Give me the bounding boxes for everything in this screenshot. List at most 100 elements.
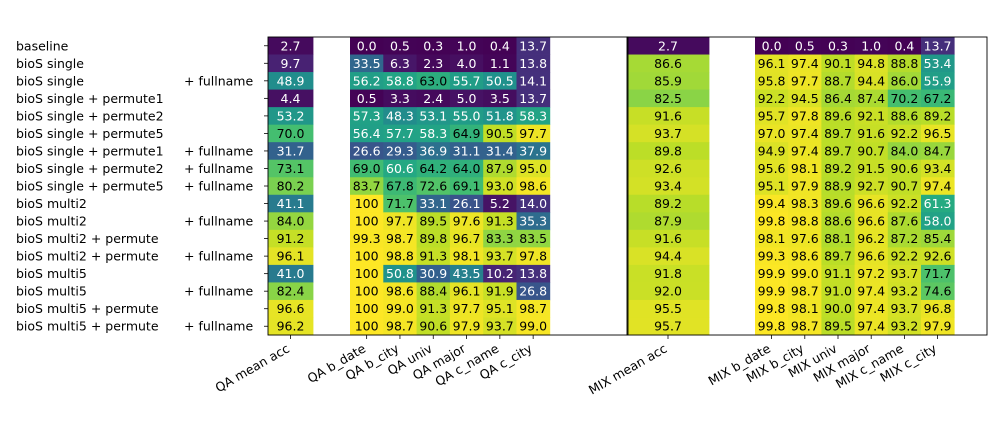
heatmap-cell [755, 159, 789, 178]
heatmap-cell [788, 177, 822, 196]
heatmap-cell [755, 142, 789, 161]
heatmap-cell [416, 177, 451, 196]
cell-value-label: 72.6 [419, 179, 447, 194]
heatmap-cell [449, 229, 484, 248]
heatmap-cell [350, 89, 384, 108]
cell-value-label: 95.7 [758, 108, 786, 123]
heatmap-cell [821, 317, 855, 336]
cell-value-label: 0.5 [795, 38, 815, 53]
heatmap-cell [755, 247, 789, 266]
heatmap-cell [887, 177, 922, 196]
heatmap-cell [268, 72, 314, 90]
heatmap-cell [268, 142, 314, 161]
heatmap-cell [383, 299, 417, 318]
heatmap-cell [854, 247, 889, 266]
heatmap-cell [821, 212, 855, 231]
cell-value-label: 88.4 [419, 284, 447, 299]
heatmap-cell [383, 317, 417, 336]
cell-value-label: 98.6 [791, 249, 819, 264]
row-label: bioS single + permute5 [16, 126, 164, 141]
heatmap-cell [483, 247, 517, 266]
heatmap-cell [516, 89, 551, 108]
cell-value-label: 98.3 [791, 196, 819, 211]
heatmap-cell [921, 142, 955, 161]
cell-value-label: 89.7 [824, 249, 852, 264]
heatmap-cell [416, 54, 451, 73]
cell-value-label: 14.0 [519, 196, 547, 211]
cell-value-label: 84.0 [277, 214, 305, 229]
heatmap-cell [755, 299, 789, 318]
cell-value-label: 53.1 [419, 108, 447, 123]
cell-value-label: 93.7 [890, 266, 918, 281]
heatmap-cell [921, 89, 955, 108]
heatmap-cell [268, 264, 314, 283]
heatmap-cell [887, 159, 922, 178]
cell-value-label: 70.0 [277, 126, 305, 141]
heatmap-cell [627, 159, 710, 178]
cell-value-label: 100 [355, 214, 379, 229]
heatmap-cell [788, 107, 822, 126]
cell-value-label: 86.6 [654, 56, 682, 71]
cell-value-label: 100 [355, 266, 379, 281]
heatmap-cell [483, 124, 517, 143]
cell-value-label: 69.0 [353, 161, 381, 176]
heatmap-cell [887, 142, 922, 161]
cell-value-label: 89.2 [924, 108, 952, 123]
heatmap-cell [821, 72, 855, 90]
heatmap-cell [383, 247, 417, 266]
heatmap-cell [854, 177, 889, 196]
cell-value-label: 89.2 [824, 161, 852, 176]
heatmap-cell [788, 142, 822, 161]
heatmap-cell [449, 299, 484, 318]
cell-value-label: 96.8 [924, 301, 952, 316]
cell-value-label: 97.7 [386, 214, 414, 229]
cell-value-label: 31.1 [453, 143, 481, 158]
row-label-suffix: + fullname [184, 179, 253, 194]
cell-value-label: 96.5 [924, 126, 952, 141]
cell-value-label: 93.7 [486, 249, 514, 264]
cell-value-label: 57.7 [386, 126, 414, 141]
heatmap-cell [854, 124, 889, 143]
heatmap-cell [483, 142, 517, 161]
cell-value-label: 100 [355, 301, 379, 316]
cell-value-label: 88.7 [824, 73, 852, 88]
heatmap-cells: 2.7 9.7 48.9 4.4 53.2 70.0 31.7 73.1 80.2 41.1 84.… [268, 37, 955, 336]
heatmap-cell [821, 37, 855, 55]
heatmap-cell [416, 107, 451, 126]
heatmap-cell [788, 264, 822, 283]
heatmap-cell [449, 142, 484, 161]
cell-value-label: 93.2 [890, 319, 918, 334]
cell-value-label: 67.8 [386, 179, 414, 194]
axis-ticks [264, 45, 938, 340]
heatmap-cell [627, 37, 710, 55]
cell-value-label: 50.5 [486, 73, 514, 88]
cell-value-label: 14.1 [519, 73, 547, 88]
cell-value-label: 91.3 [486, 214, 514, 229]
heatmap-cell [854, 89, 889, 108]
heatmap-cell [627, 282, 710, 301]
cell-value-label: 90.5 [486, 126, 514, 141]
cell-value-label: 0.4 [894, 38, 914, 53]
heatmap-cell [449, 264, 484, 283]
cell-value-label: 98.1 [758, 231, 786, 246]
heatmap-cell [788, 212, 822, 231]
cell-value-label: 99.0 [386, 301, 414, 316]
heatmap-cell [854, 212, 889, 231]
cell-value-label: 91.5 [857, 161, 885, 176]
cell-value-label: 33.5 [353, 56, 381, 71]
cell-value-label: 89.6 [824, 108, 852, 123]
row-label-suffix: + fullname [184, 161, 253, 176]
heatmap-cell [483, 264, 517, 283]
heatmap-cell [887, 282, 922, 301]
cell-value-label: 50.8 [386, 266, 414, 281]
heatmap-cell [755, 124, 789, 143]
cell-value-label: 95.5 [654, 301, 682, 316]
cell-value-label: 92.7 [857, 179, 885, 194]
heatmap-cell [627, 264, 710, 283]
cell-value-label: 93.4 [654, 179, 682, 194]
cell-value-label: 58.8 [386, 73, 414, 88]
cell-value-label: 0.0 [762, 38, 782, 53]
heatmap-cell [483, 54, 517, 73]
heatmap-cell [516, 72, 551, 90]
heatmap-cell [627, 72, 710, 90]
